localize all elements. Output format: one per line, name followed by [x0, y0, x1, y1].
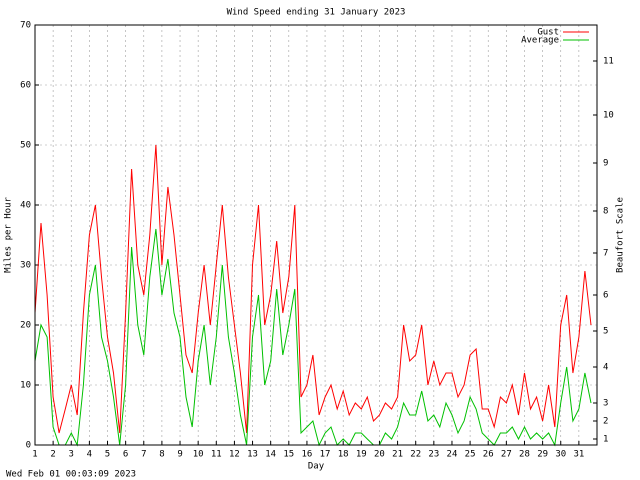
y-tick-label: 20	[20, 321, 31, 331]
y2-tick-label: 6	[603, 291, 608, 301]
x-tick-label: 1	[32, 450, 37, 460]
x-tick-label: 29	[537, 450, 548, 460]
y2-tick-label: 3	[603, 399, 608, 409]
x-tick-label: 20	[374, 450, 385, 460]
x-tick-label: 30	[555, 450, 566, 460]
x-tick-label: 18	[338, 450, 349, 460]
x-tick-label: 21	[392, 450, 403, 460]
x-tick-label: 31	[573, 450, 584, 460]
y-tick-label: 10	[20, 381, 31, 391]
x-tick-label: 16	[302, 450, 313, 460]
y2-tick-label: 11	[603, 57, 614, 67]
x-tick-label: 26	[483, 450, 494, 460]
x-tick-label: 25	[465, 450, 476, 460]
x-tick-label: 3	[69, 450, 74, 460]
x-tick-label: 4	[87, 450, 92, 460]
x-tick-label: 2	[50, 450, 55, 460]
x-tick-label: 19	[356, 450, 367, 460]
y2-tick-label: 9	[603, 159, 608, 169]
x-tick-label: 24	[447, 450, 458, 460]
plot-border	[34, 24, 598, 446]
x-tick-label: 17	[320, 450, 331, 460]
y-tick-label: 70	[20, 21, 31, 31]
x-tick-label: 10	[193, 450, 204, 460]
y2-tick-label: 10	[603, 111, 614, 121]
y-tick-label: 30	[20, 261, 31, 271]
chart-title: Wind Speed ending 31 January 2023	[227, 8, 406, 18]
y-tick-label: 50	[20, 141, 31, 151]
x-tick-label: 11	[211, 450, 222, 460]
y2-axis-label: Beaufort Scale	[616, 197, 626, 273]
y2-tick-label: 7	[603, 249, 608, 259]
footer: Wed Feb 01 00:03:09 2023	[6, 470, 136, 480]
y-axis-label: Miles per Hour	[4, 196, 14, 272]
y2-tick-label: 1	[603, 435, 608, 445]
y-tick-label: 60	[20, 81, 31, 91]
y2-tick-label: 2	[603, 417, 608, 427]
x-tick-label: 8	[159, 450, 164, 460]
x-tick-label: 12	[229, 450, 240, 460]
legend-label: Gust	[537, 28, 559, 38]
series-line	[34, 144, 592, 434]
x-tick-label: 5	[105, 450, 110, 460]
x-tick-label: 6	[123, 450, 128, 460]
y2-tick-label: 4	[603, 363, 608, 373]
x-axis-label: Day	[308, 462, 325, 472]
series-line	[34, 228, 592, 447]
x-tick-label: 15	[283, 450, 294, 460]
x-tick-label: 23	[428, 450, 439, 460]
x-tick-label: 7	[141, 450, 146, 460]
y-tick-label: 40	[20, 201, 31, 211]
x-tick-label: 13	[247, 450, 258, 460]
y2-tick-label: 8	[603, 207, 608, 217]
y-tick-label: 0	[26, 441, 31, 451]
x-tick-label: 28	[519, 450, 530, 460]
x-tick-label: 27	[501, 450, 512, 460]
x-tick-label: 22	[410, 450, 421, 460]
legend-label: Average	[521, 36, 559, 46]
y2-tick-label: 5	[603, 327, 608, 337]
x-tick-label: 9	[177, 450, 182, 460]
x-tick-label: 14	[265, 450, 276, 460]
